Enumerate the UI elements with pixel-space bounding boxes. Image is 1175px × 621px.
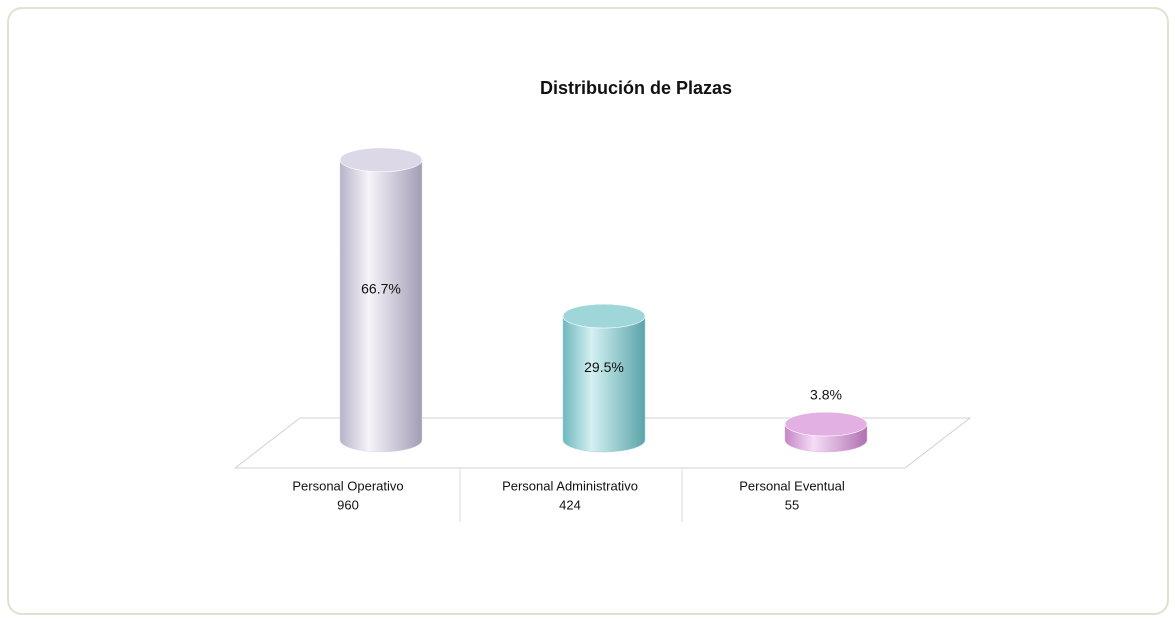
- count-label: 960: [337, 497, 359, 512]
- cylinder-top: [784, 411, 868, 437]
- count-label: 55: [785, 497, 799, 512]
- category-label: Personal Administrativo: [502, 478, 638, 493]
- count-label: 424: [559, 497, 581, 512]
- chart-title: Distribución de Plazas: [540, 78, 732, 98]
- value-label: 66.7%: [361, 281, 401, 297]
- category-label: Personal Eventual: [739, 478, 845, 493]
- cylinder: [562, 315, 646, 453]
- category-label: Personal Operativo: [292, 478, 403, 493]
- cylinder-top: [339, 147, 423, 173]
- value-label: 3.8%: [810, 387, 842, 403]
- value-label: 29.5%: [584, 359, 624, 375]
- cylinder-top: [562, 303, 646, 329]
- cylinder: [339, 159, 423, 453]
